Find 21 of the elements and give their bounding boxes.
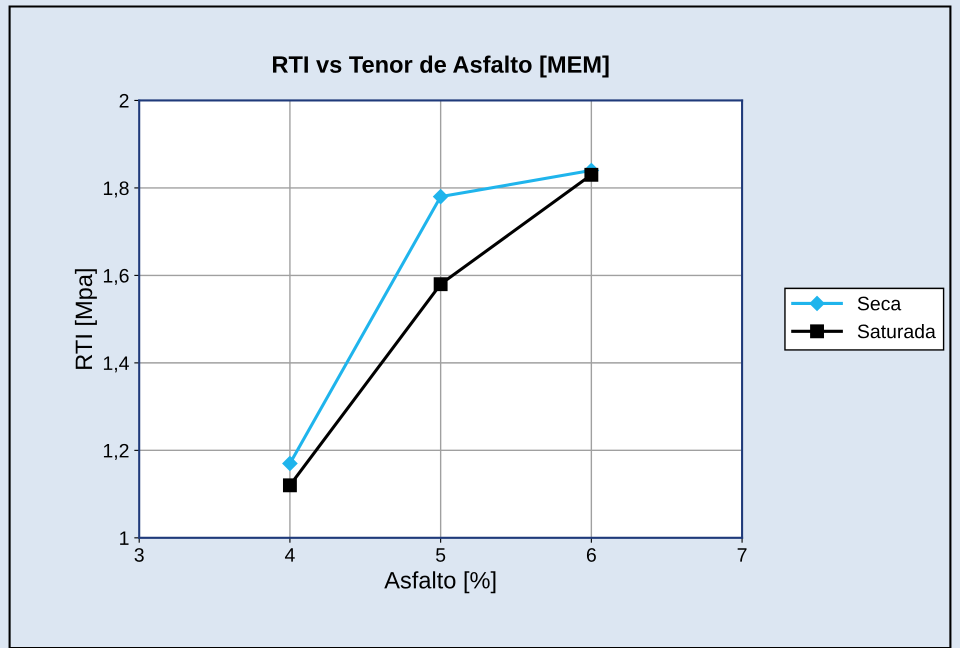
y-tick-label: 1,6 bbox=[104, 268, 129, 285]
y-axis-title: RTI [Mpa] bbox=[74, 269, 97, 369]
x-axis-title: Asfalto [%] bbox=[384, 571, 496, 594]
x-tick-label: 5 bbox=[436, 548, 446, 562]
chart-title: RTI vs Tenor de Asfalto [MEM] bbox=[273, 56, 609, 78]
point bbox=[434, 277, 448, 292]
point bbox=[584, 168, 598, 182]
y-tick-label: 2 bbox=[120, 94, 129, 108]
x-tick-label: 6 bbox=[586, 548, 596, 562]
point bbox=[282, 456, 298, 472]
legend-label: Seca bbox=[858, 296, 902, 310]
y-tick-label: 1 bbox=[120, 532, 129, 545]
y-tick-label: 1,2 bbox=[104, 444, 129, 460]
x-tick-label: 4 bbox=[284, 548, 295, 562]
y-tick-label: 1,8 bbox=[104, 181, 129, 198]
point bbox=[433, 189, 448, 204]
x-tick-label: 3 bbox=[134, 548, 144, 562]
point bbox=[282, 478, 297, 492]
y-tick-label: 1,4 bbox=[104, 356, 129, 372]
legend-label: Saturada bbox=[858, 324, 936, 338]
x-tick-label: 7 bbox=[738, 548, 747, 562]
